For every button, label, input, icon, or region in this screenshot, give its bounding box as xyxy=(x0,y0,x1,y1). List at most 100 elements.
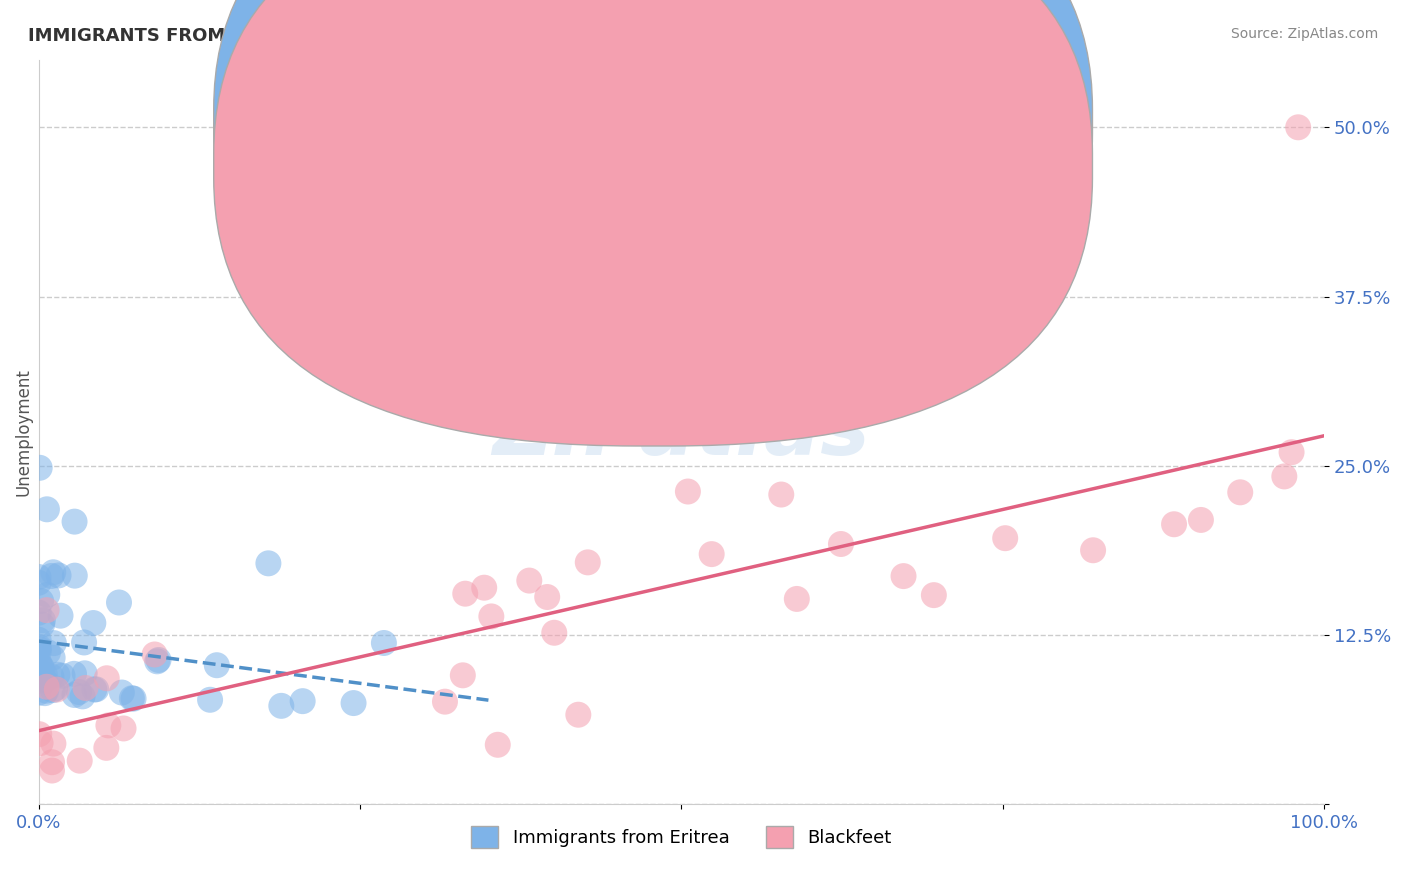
Point xyxy=(1286,120,1309,135)
Point xyxy=(1281,445,1303,459)
Point xyxy=(291,694,314,708)
Point xyxy=(72,690,94,704)
Point xyxy=(45,682,67,697)
Point xyxy=(27,570,49,584)
Point xyxy=(198,692,221,706)
Point xyxy=(28,460,51,475)
Point xyxy=(1189,513,1212,527)
Point xyxy=(35,683,58,698)
Point xyxy=(83,682,105,697)
Point xyxy=(35,603,58,617)
Point xyxy=(63,515,86,529)
Point xyxy=(893,569,915,583)
Point xyxy=(122,691,145,706)
Point xyxy=(27,632,49,647)
Point xyxy=(97,718,120,732)
Point xyxy=(830,537,852,551)
Point xyxy=(676,484,699,499)
Point xyxy=(30,736,52,750)
Point xyxy=(42,683,65,698)
Point xyxy=(543,625,565,640)
Point xyxy=(27,686,49,700)
Point xyxy=(257,557,280,571)
Point xyxy=(28,656,51,670)
Point xyxy=(517,574,540,588)
Point xyxy=(49,608,72,623)
Point xyxy=(41,669,63,683)
Point xyxy=(143,648,166,662)
Point xyxy=(472,581,495,595)
Point xyxy=(28,606,51,620)
Point xyxy=(41,755,63,769)
Point xyxy=(27,667,49,681)
Point xyxy=(786,591,808,606)
Point xyxy=(373,636,395,650)
Point xyxy=(34,674,56,689)
Point xyxy=(454,587,477,601)
Point xyxy=(1229,485,1251,500)
Point xyxy=(451,668,474,682)
Point xyxy=(146,654,169,668)
Point xyxy=(770,487,793,501)
Point xyxy=(34,686,56,700)
Point xyxy=(46,667,69,681)
Point xyxy=(67,685,90,699)
Point xyxy=(108,595,131,609)
Point xyxy=(30,665,52,679)
Point xyxy=(27,640,49,654)
Point xyxy=(342,696,364,710)
Point xyxy=(700,547,723,561)
Point xyxy=(31,661,53,675)
Point xyxy=(121,691,143,706)
Point xyxy=(433,695,456,709)
Point xyxy=(111,685,134,699)
Point xyxy=(1163,517,1185,532)
Point xyxy=(63,688,86,702)
Point xyxy=(51,669,73,683)
Point xyxy=(42,737,65,751)
Point xyxy=(536,590,558,604)
Point xyxy=(30,594,52,608)
Point xyxy=(63,568,86,582)
Point xyxy=(35,680,58,694)
Point xyxy=(42,636,65,650)
Point xyxy=(69,754,91,768)
Text: R = 0.623     N = 41: R = 0.623 N = 41 xyxy=(636,156,835,174)
Point xyxy=(32,613,55,627)
Point xyxy=(96,740,118,755)
Point xyxy=(41,650,63,665)
Point xyxy=(96,671,118,685)
Point xyxy=(44,681,66,696)
Point xyxy=(28,644,51,658)
Point xyxy=(28,642,51,657)
Point xyxy=(48,568,70,582)
Text: IMMIGRANTS FROM ERITREA VS BLACKFEET UNEMPLOYMENT CORRELATION CHART: IMMIGRANTS FROM ERITREA VS BLACKFEET UNE… xyxy=(28,27,868,45)
Point xyxy=(75,681,97,695)
Point xyxy=(576,555,599,569)
Point xyxy=(486,738,509,752)
Point xyxy=(34,668,56,682)
Text: R = -0.161   N = 62: R = -0.161 N = 62 xyxy=(636,112,830,129)
Point xyxy=(73,635,96,649)
Point xyxy=(205,658,228,673)
Point xyxy=(30,671,52,685)
Point xyxy=(31,617,53,632)
Legend: Immigrants from Eritrea, Blackfeet: Immigrants from Eritrea, Blackfeet xyxy=(464,818,898,855)
Point xyxy=(41,569,63,583)
Text: Source: ZipAtlas.com: Source: ZipAtlas.com xyxy=(1230,27,1378,41)
Point xyxy=(567,707,589,722)
Point xyxy=(73,666,96,681)
Point xyxy=(148,653,170,667)
Point xyxy=(994,531,1017,545)
Point xyxy=(41,764,63,778)
Point xyxy=(84,682,107,697)
Point xyxy=(1081,543,1104,558)
Point xyxy=(479,609,502,624)
Y-axis label: Unemployment: Unemployment xyxy=(15,368,32,496)
Point xyxy=(82,615,104,630)
Point xyxy=(30,670,52,684)
Point xyxy=(37,588,59,602)
Point xyxy=(35,502,58,516)
Point xyxy=(270,698,292,713)
Point xyxy=(112,722,135,736)
